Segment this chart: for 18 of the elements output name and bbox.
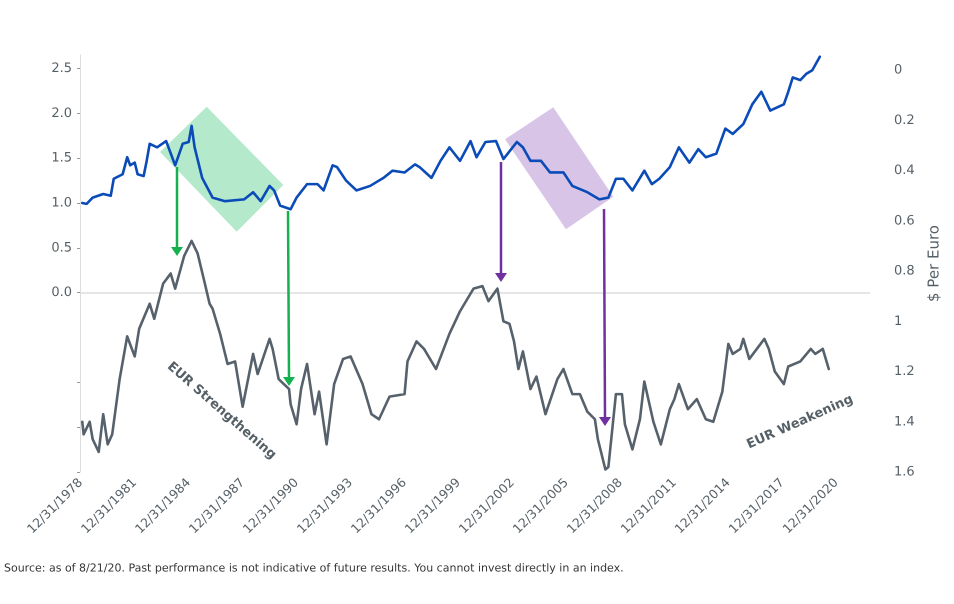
y2-tick-label: 0.6 — [894, 213, 915, 228]
y-tick-label: 1.5 — [51, 150, 72, 166]
y-tick-label: 2.5 — [51, 60, 72, 76]
y2-axis-title: $ Per Euro — [924, 225, 942, 302]
y-tick-label: 0.5 — [51, 240, 72, 256]
y2-tick-label: 0.4 — [894, 163, 915, 178]
source-note: Source: as of 8/21/20. Past performance is not indicative of future results. You cannot invest directly in an index. — [4, 562, 624, 574]
y2-tick-label: 0 — [894, 62, 902, 78]
y-tick-label: 2.0 — [51, 106, 72, 121]
line-series — [80, 55, 822, 211]
y2-tick-label: 1 — [894, 314, 902, 329]
y2-tick-label: 1.2 — [894, 364, 915, 380]
y2-tick-label: 1.6 — [894, 464, 915, 480]
y-tick-label: 0.0 — [51, 285, 72, 300]
y2-tick-label: 0.2 — [894, 112, 915, 128]
y-tick-label: 1.0 — [51, 195, 72, 210]
y2-tick-label: 1.4 — [894, 414, 915, 430]
y2-tick-label: 0.8 — [894, 264, 915, 279]
